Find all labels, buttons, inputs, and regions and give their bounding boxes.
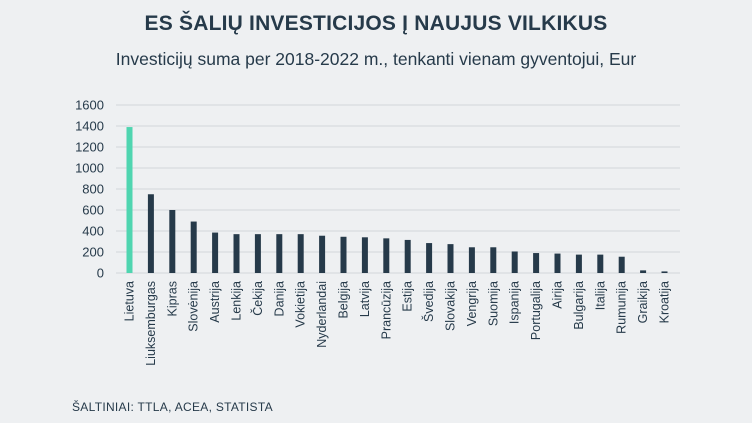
x-tick-label: Rumunija [615, 281, 629, 334]
bar [597, 254, 604, 273]
x-tick-label: Švedija [421, 281, 436, 322]
y-tick-label: 1600 [75, 98, 104, 113]
bar [575, 254, 582, 273]
x-tick-label: Nyderlandai [315, 281, 329, 348]
x-tick-label: Suomija [486, 281, 500, 326]
x-axis-labels: Lietuva Liuksemburgas Kipras Slovėnija Austr… [123, 281, 672, 366]
x-tick-label: Slovakija [444, 281, 458, 331]
y-tick-label: 1000 [75, 161, 104, 176]
chart-subtitle: Investicijų suma per 2018-2022 m., tenka… [115, 49, 637, 69]
x-tick-label: Vengrija [465, 281, 479, 326]
x-tick-label: Bulgarija [572, 281, 586, 330]
x-tick-label: Belgija [337, 281, 351, 319]
x-tick-label: Italija [593, 281, 607, 310]
gridlines [116, 104, 680, 274]
bar [126, 127, 133, 273]
bar [618, 256, 625, 273]
y-tick-label: 800 [82, 182, 104, 197]
x-tick-label: Portugalija [529, 281, 543, 340]
bar [147, 194, 154, 273]
bar [190, 221, 197, 273]
x-tick-label: Prancūzija [379, 281, 393, 339]
bar [447, 244, 454, 273]
y-tick-label: 400 [82, 224, 104, 239]
chart-title: ES ŠALIŲ INVESTICIJOS Į NAUJUS VILKIKUS [144, 12, 608, 35]
x-tick-label: Austrija [208, 281, 222, 323]
y-tick-label: 1200 [75, 140, 104, 155]
y-axis-ticks: 0 200 400 600 800 1000 1200 1400 1600 [75, 98, 104, 281]
x-tick-label: Kipras [165, 281, 179, 316]
bar [661, 271, 668, 273]
x-tick-label: Latvija [358, 281, 372, 317]
x-tick-label: Lietuva [123, 281, 137, 321]
bar [233, 234, 240, 273]
x-tick-label: Graikija [636, 281, 650, 323]
bar [169, 210, 176, 273]
bar [640, 270, 647, 273]
bars [126, 127, 668, 273]
bar [490, 247, 497, 273]
y-tick-label: 1400 [75, 119, 104, 134]
bar [426, 243, 433, 273]
bar [361, 237, 368, 273]
x-tick-label: Ispanija [508, 281, 522, 324]
source-note: ŠALTINIAI: TTLA, ACEA, STATISTA [72, 400, 273, 414]
bar [276, 234, 283, 273]
bar [533, 253, 540, 273]
bar [383, 238, 390, 273]
x-tick-label: Danija [272, 281, 286, 316]
x-tick-label: Kroatija [658, 281, 672, 323]
bar [404, 239, 411, 273]
bar [511, 251, 518, 273]
x-tick-label: Airija [551, 281, 565, 309]
x-tick-label: Slovėnija [187, 281, 201, 332]
x-tick-label: Lenkija [230, 281, 244, 321]
y-tick-label: 600 [82, 203, 104, 218]
bar [554, 253, 561, 273]
y-tick-label: 0 [97, 266, 104, 281]
bar [468, 247, 475, 273]
bar [319, 235, 326, 273]
x-tick-label: Estija [401, 281, 415, 312]
y-tick-label: 200 [82, 245, 104, 260]
bar [254, 234, 261, 273]
bar [340, 236, 347, 273]
x-tick-label: Čekija [250, 281, 265, 316]
x-tick-label: Vokietija [294, 281, 308, 328]
bar [297, 234, 304, 273]
x-tick-label: Liuksemburgas [144, 281, 158, 366]
bar [212, 232, 219, 273]
